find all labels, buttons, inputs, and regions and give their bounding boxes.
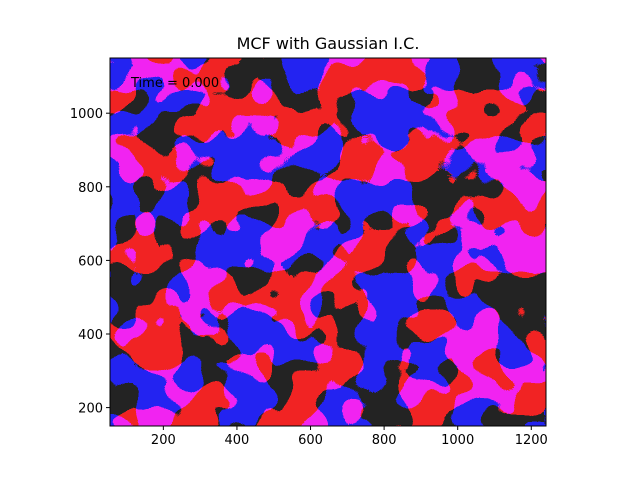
x-axis: 200 400 600 800 1000 1200 xyxy=(151,426,548,448)
phase-field xyxy=(110,58,546,426)
y-tick-label: 1000 xyxy=(70,107,103,122)
y-tick-label: 600 xyxy=(78,254,103,269)
x-tick-label: 600 xyxy=(298,433,323,448)
x-tick-label: 400 xyxy=(225,433,250,448)
x-tick-label: 1000 xyxy=(441,433,474,448)
chart-title: MCF with Gaussian I.C. xyxy=(237,34,420,53)
x-tick-label: 200 xyxy=(151,433,176,448)
plot-area: Time = 0.000 xyxy=(109,57,547,427)
y-tick-label: 800 xyxy=(78,181,103,196)
x-tick-label: 800 xyxy=(372,433,397,448)
y-axis: 200 400 600 800 1000 xyxy=(70,107,110,417)
time-annotation: Time = 0.000 xyxy=(130,76,219,91)
y-tick-label: 200 xyxy=(78,402,103,417)
y-tick-label: 400 xyxy=(78,328,103,343)
x-tick-label: 1200 xyxy=(515,433,548,448)
axes-frame xyxy=(109,57,547,427)
